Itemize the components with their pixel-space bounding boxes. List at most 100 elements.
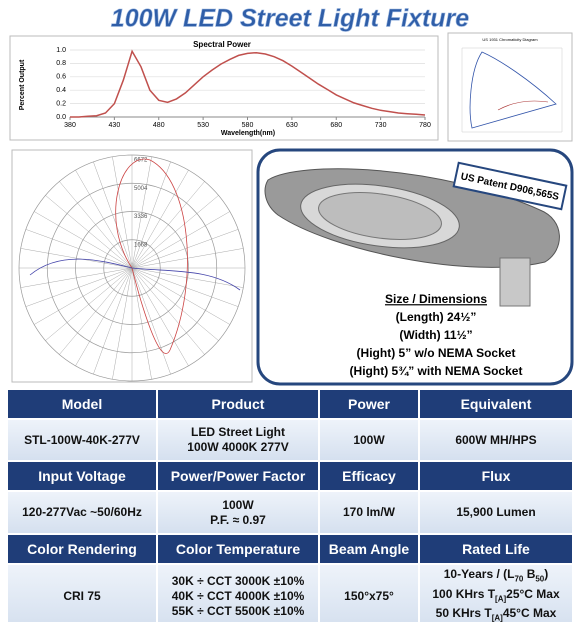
- cell-line: 170 lm/W: [342, 505, 396, 519]
- dimension-line: (Hight) 5¾” with NEMA Socket: [350, 364, 523, 378]
- text-segment: 25°C Max: [506, 586, 560, 601]
- blue-curve: [29, 258, 241, 291]
- table-header: Color Temperature: [156, 533, 320, 565]
- cell-line: 30K ÷ CCT 3000K ±10%: [171, 574, 305, 588]
- cell-line: Model: [61, 395, 103, 412]
- planckian-locus: [497, 100, 549, 111]
- cell-line: 120-277Vac ~50/60Hz: [22, 505, 142, 519]
- polar-tick-label: 6672: [134, 158, 148, 164]
- chromaticity-frame: [447, 32, 573, 142]
- text-segment: B: [523, 567, 536, 582]
- patent-box: [452, 161, 568, 211]
- table-cell: 15,900 Lumen: [418, 490, 574, 535]
- spectrum-title: Spectral Power: [193, 40, 251, 49]
- cell-line: Input Voltage: [38, 467, 126, 484]
- y-tick-label: 0.0: [56, 114, 66, 121]
- dimensions-heading: Size / Dimensions: [385, 292, 487, 306]
- polar-diagram: 1668 3336 5004 6672: [18, 154, 246, 382]
- polar-ring: [18, 154, 246, 382]
- polar-tick-label: 5004: [134, 186, 148, 192]
- x-axis-label: Wavelength(nm): [221, 130, 275, 137]
- text-segment: ): [544, 567, 549, 582]
- table-cell: LED Street Light 100W 4000K 277V: [156, 418, 320, 462]
- cell-line: Efficacy: [342, 467, 396, 484]
- text-segment: 100 KHrs T: [432, 586, 496, 601]
- cell-line: Color Rendering: [27, 540, 137, 557]
- cell-line: Power/Power Factor: [170, 467, 306, 484]
- x-tick-label: 580: [242, 122, 254, 129]
- table-header: Color Rendering: [6, 533, 158, 565]
- cell-line: 50 KHrs T[A]45°C Max: [422, 606, 570, 622]
- table-cell: 120-277Vac ~50/60Hz: [6, 490, 158, 535]
- table-cell: 150°x75°: [318, 563, 420, 622]
- dimension-line: (Length) 24½”: [396, 310, 477, 324]
- x-tick-label: 780: [419, 122, 431, 129]
- table-header: Equivalent: [418, 388, 574, 420]
- polar-tick-label: 1668: [134, 242, 148, 248]
- spec-table: Model Product Power Equivalent STL-100W-40K-…: [6, 388, 574, 622]
- table-cell: CRI 75: [6, 563, 158, 622]
- x-tick-label: 430: [109, 122, 121, 129]
- spectrum-line: [70, 49, 426, 118]
- cell-line: CRI 75: [63, 589, 101, 603]
- x-tick-label: 380: [64, 122, 76, 129]
- table-cell: 30K ÷ CCT 3000K ±10% 40K ÷ CCT 4000K ±10%…: [156, 563, 320, 622]
- table-header: Flux: [418, 460, 574, 492]
- cell-line: STL-100W-40K-277V: [24, 432, 140, 447]
- cell-line: 40K ÷ CCT 4000K ±10%: [171, 589, 305, 603]
- cell-line: Product: [211, 395, 265, 412]
- chromaticity-locus: [469, 51, 557, 129]
- dimension-line: (Width) 11½”: [399, 328, 472, 342]
- cell-line: 55K ÷ CCT 5500K ±10%: [171, 604, 305, 618]
- text-segment: 45°C Max: [502, 606, 557, 621]
- table-header: Power: [318, 388, 420, 420]
- cell-line: 100 KHrs T[A]25°C Max: [422, 587, 570, 606]
- table-cell: STL-100W-40K-277V: [6, 418, 158, 462]
- led-array: [318, 192, 442, 240]
- table-header: Input Voltage: [6, 460, 158, 492]
- cell-line: 100W 4000K 277V: [187, 440, 289, 454]
- x-tick-label: 530: [197, 122, 209, 129]
- table-row: Input Voltage Power/Power Factor Efficacy F…: [6, 460, 574, 492]
- cell-line: 100W: [353, 432, 385, 447]
- spectrum-frame: [9, 35, 439, 141]
- cell-line: LED Street Light: [190, 425, 285, 439]
- y-tick-label: 0.2: [56, 100, 66, 107]
- dimensions: (Length) 24½” (Width) 11½” (Hight) 5” w/o …: [350, 310, 523, 378]
- table-cell: 600W MH/HPS: [418, 418, 574, 462]
- x-tick-label: 630: [286, 122, 298, 129]
- table-row: CRI 75 30K ÷ CCT 3000K ±10% 40K ÷ CCT 4000…: [6, 563, 574, 622]
- x-tick-label: 480: [153, 122, 165, 129]
- polar-ring: [46, 182, 218, 354]
- x-tick-label: 730: [375, 122, 387, 129]
- polar-tick-label: 3336: [134, 214, 148, 220]
- text-segment: 10-Years / (L: [443, 567, 515, 582]
- table-cell: 100W P.F. ≈ 0.97: [156, 490, 320, 535]
- table-header: Power/Power Factor: [156, 460, 320, 492]
- page-title: 100W LED Street Light Fixture: [111, 5, 469, 33]
- cell-line: 100W: [222, 497, 254, 512]
- cell-line: 600W MH/HPS: [455, 432, 537, 447]
- cell-line: Color Temperature: [175, 540, 301, 557]
- dimension-line: (Hight) 5” w/o NEMA Socket: [357, 346, 516, 360]
- cell-line: Equivalent: [460, 395, 532, 412]
- cell-line: Flux: [481, 467, 511, 484]
- cell-line: Beam Angle: [328, 540, 410, 557]
- table-header: Model: [6, 388, 158, 420]
- text-segment: [A]: [495, 594, 507, 604]
- cell-line: 10-Years / (L70 B50): [422, 567, 570, 586]
- upper-graphics: 100W LED Street Light Fixture Spectral P…: [9, 4, 574, 386]
- y-axis-label: Percent Output: [19, 59, 26, 110]
- chromaticity-title: US 1931 Chromaticity Diagram: [482, 37, 538, 42]
- y-tick-label: 0.4: [56, 87, 66, 94]
- mount-arm: [499, 257, 531, 307]
- polar-ring: [75, 211, 189, 325]
- table-row: STL-100W-40K-277V LED Street Light 100W 40…: [6, 418, 574, 462]
- table-header: Efficacy: [318, 460, 420, 492]
- table-cell: 170 lm/W: [318, 490, 420, 535]
- chromaticity-axes: [461, 47, 563, 133]
- y-tick-label: 0.8: [56, 60, 66, 67]
- x-tick-label: 680: [330, 122, 342, 129]
- spectrum-chart: 0.0 0.2 0.4 0.6 0.8 1.0 380 430 480 530 580 630 680 7…: [56, 47, 431, 129]
- table-cell: 10-Years / (L70 B50) 100 KHrs T[A]25°C Ma…: [418, 563, 574, 622]
